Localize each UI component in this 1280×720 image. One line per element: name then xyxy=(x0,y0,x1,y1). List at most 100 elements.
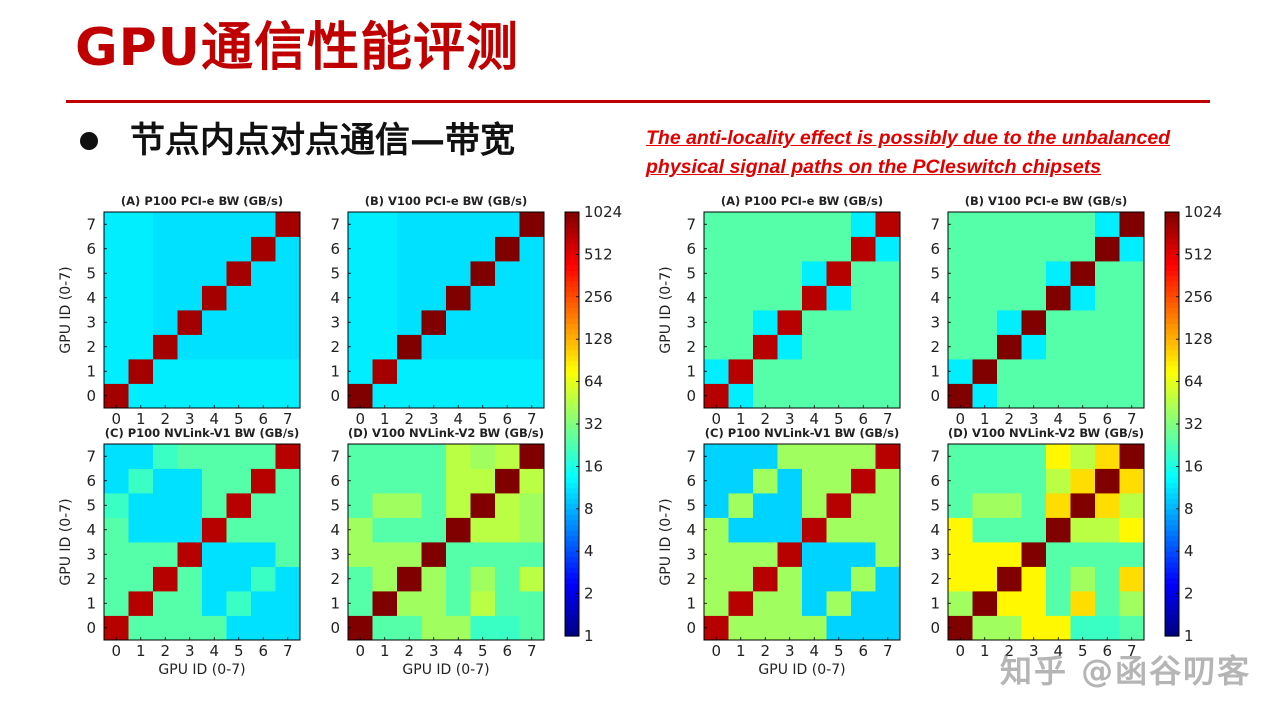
heatmap-cell xyxy=(777,285,803,311)
x-tick-label: 2 xyxy=(404,642,414,660)
heatmap-cell xyxy=(275,383,301,409)
heatmap-cell xyxy=(348,566,373,592)
x-tick-label: 6 xyxy=(258,410,268,428)
heatmap-cell xyxy=(1070,261,1096,286)
x-tick-label: 0 xyxy=(111,642,121,660)
heatmap-cell xyxy=(202,261,227,286)
heatmap-cell xyxy=(372,591,398,616)
heatmap-cell xyxy=(777,542,803,567)
heatmap-cell xyxy=(753,212,778,237)
heatmap-cell xyxy=(851,212,876,237)
heatmap-cell xyxy=(1119,285,1145,311)
colorbar-segment xyxy=(565,349,579,356)
colorbar-segment xyxy=(565,323,579,330)
x-tick-label: 3 xyxy=(1029,410,1039,428)
heatmap-cell xyxy=(128,615,154,641)
y-tick-label: 3 xyxy=(930,313,940,331)
colorbar-segment xyxy=(565,598,579,605)
x-tick-label: 6 xyxy=(502,410,512,428)
heatmap-cell xyxy=(826,444,852,469)
colorbar-segment xyxy=(1165,508,1179,515)
heatmap-cell xyxy=(275,444,301,469)
heatmap-cell xyxy=(1095,359,1120,384)
heatmap-cell xyxy=(875,468,901,494)
heatmap-cell xyxy=(348,615,373,641)
x-tick-label: 3 xyxy=(1029,642,1039,660)
heatmap-cell xyxy=(1046,542,1071,567)
heatmap-cell xyxy=(875,212,901,237)
heatmap-cell xyxy=(128,444,154,469)
heatmap-cell xyxy=(177,566,203,592)
x-tick-label: 7 xyxy=(1127,642,1137,660)
colorbar-segment xyxy=(565,376,579,383)
colorbar: 1 2 4 8 16 32 64 128 256 512 1024 xyxy=(564,203,622,645)
heatmap-cell xyxy=(128,383,154,409)
colorbar-segment xyxy=(565,466,579,473)
heatmap-cell xyxy=(397,493,422,518)
colorbar-segment xyxy=(1165,487,1179,494)
colorbar-segment xyxy=(1165,233,1179,240)
heatmap-cell xyxy=(728,517,754,543)
heatmap-cell xyxy=(948,517,973,543)
heatmap-cell xyxy=(704,285,729,311)
heatmap-cell xyxy=(948,285,973,311)
colorbar-segment xyxy=(565,307,579,314)
heatmap-cell xyxy=(519,615,545,641)
heatmap-cell xyxy=(704,310,729,335)
y-tick-label: 6 xyxy=(86,472,96,490)
heatmap-cell xyxy=(1119,444,1145,469)
heatmap-cell xyxy=(972,517,998,543)
colorbar-tick-label: 128 xyxy=(584,330,613,348)
heatmap-cell xyxy=(177,468,203,494)
heatmap-cell xyxy=(153,359,178,384)
heatmap-cell xyxy=(1021,591,1047,616)
heatmap-cell xyxy=(421,517,447,543)
heatmap-cell xyxy=(104,517,129,543)
colorbar-segment xyxy=(565,328,579,335)
heatmap-cell xyxy=(1021,468,1047,494)
x-tick-label: 7 xyxy=(1127,410,1137,428)
heatmap-cell xyxy=(226,334,252,360)
heatmap-cell xyxy=(251,566,276,592)
heatmap-cell xyxy=(1119,591,1145,616)
colorbar-segment xyxy=(1165,349,1179,356)
heatmap-cell xyxy=(397,285,422,311)
colorbar-segment xyxy=(565,318,579,324)
heatmap-cell xyxy=(1119,468,1145,494)
x-tick-label: 1 xyxy=(380,410,390,428)
colorbar-segment xyxy=(565,265,579,271)
heatmap-cell xyxy=(1021,212,1047,237)
heatmap-cell xyxy=(470,285,496,311)
x-tick-label: 3 xyxy=(185,642,195,660)
heatmap-cell xyxy=(202,468,227,494)
colorbar-tick-label: 1024 xyxy=(1184,203,1222,221)
y-tick-label: 3 xyxy=(330,313,340,331)
y-tick-label: 1 xyxy=(86,594,96,612)
y-tick-label: 5 xyxy=(86,496,96,514)
heatmap-cell xyxy=(519,444,545,469)
heatmap-cell xyxy=(153,468,178,494)
heatmap-cell xyxy=(1095,517,1120,543)
heatmap-cell xyxy=(495,236,520,262)
colorbar-segment xyxy=(565,333,579,340)
heatmap-cell xyxy=(948,236,973,262)
y-tick-label: 0 xyxy=(86,619,96,637)
colorbar-segment xyxy=(565,455,579,462)
heatmap-cell xyxy=(128,566,154,592)
heatmap-cell xyxy=(851,493,876,518)
heatmap-cell xyxy=(202,383,227,409)
x-axis-label: GPU ID (0-7) xyxy=(758,662,845,678)
heatmap-cell xyxy=(153,591,178,616)
heatmap-cell xyxy=(372,517,398,543)
colorbar-segment xyxy=(1165,620,1179,626)
heatmap-cell xyxy=(202,285,227,311)
colorbar-segment xyxy=(565,609,579,616)
colorbar-tick-label: 8 xyxy=(1184,500,1194,518)
heatmap-cell xyxy=(202,542,227,567)
heatmap-cell xyxy=(875,517,901,543)
heatmap-cell xyxy=(802,493,827,518)
heatmap-cell xyxy=(495,517,520,543)
colorbar-tick-label: 16 xyxy=(1184,457,1203,475)
colorbar-segment xyxy=(1165,519,1179,526)
colorbar-segment xyxy=(565,296,579,303)
